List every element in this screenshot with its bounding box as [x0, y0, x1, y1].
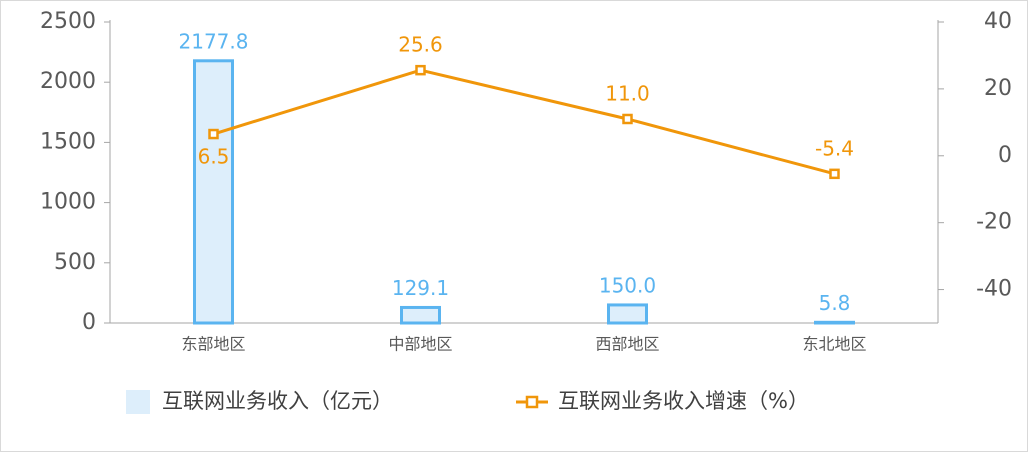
y2-tick-label: 20 [984, 76, 1012, 101]
y2-tick-label: 40 [984, 9, 1012, 34]
x-tick-label: 东北地区 [802, 335, 866, 354]
x-tick-label: 中部地区 [388, 335, 452, 354]
bar [814, 320, 855, 325]
y2-tick-label: -20 [976, 210, 1012, 235]
line-value-label: 25.6 [398, 33, 443, 57]
legend: 互联网业务收入（亿元） 互联网业务收入增速（%） [126, 389, 809, 414]
y-tick-label: 0 [82, 310, 96, 335]
y-tick-label: 1000 [40, 190, 96, 215]
bar [193, 59, 234, 325]
bar-value-label: 129.1 [392, 276, 449, 300]
bar-value-label: 5.8 [819, 291, 851, 315]
x-tick-label: 东部地区 [181, 335, 245, 354]
bar [607, 303, 648, 325]
y-tick-label: 2000 [40, 69, 96, 94]
legend-marker [525, 395, 539, 409]
line-marker [208, 128, 219, 140]
legend-swatch [126, 390, 150, 414]
legend-label: 互联网业务收入增速（%） [558, 389, 809, 413]
y2-tick-label: -40 [976, 277, 1012, 302]
y-tick-label: 500 [54, 250, 96, 275]
bar-value-label: 150.0 [599, 273, 656, 297]
y-tick-label: 2500 [40, 9, 96, 34]
y2-tick-label: 0 [998, 143, 1012, 168]
line-value-label: -5.4 [815, 136, 854, 160]
line-value-label: 11.0 [605, 81, 650, 105]
bar-value-label: 2177.8 [179, 29, 249, 53]
line [213, 68, 835, 176]
legend-label: 互联网业务收入（亿元） [162, 389, 393, 413]
y-tick-label: 1500 [40, 129, 96, 154]
x-tick-label: 西部地区 [595, 335, 659, 354]
line-marker [415, 64, 426, 76]
line-marker [622, 113, 633, 125]
bar [400, 305, 441, 325]
line-marker [829, 168, 840, 180]
line-value-label: 6.5 [198, 145, 230, 169]
